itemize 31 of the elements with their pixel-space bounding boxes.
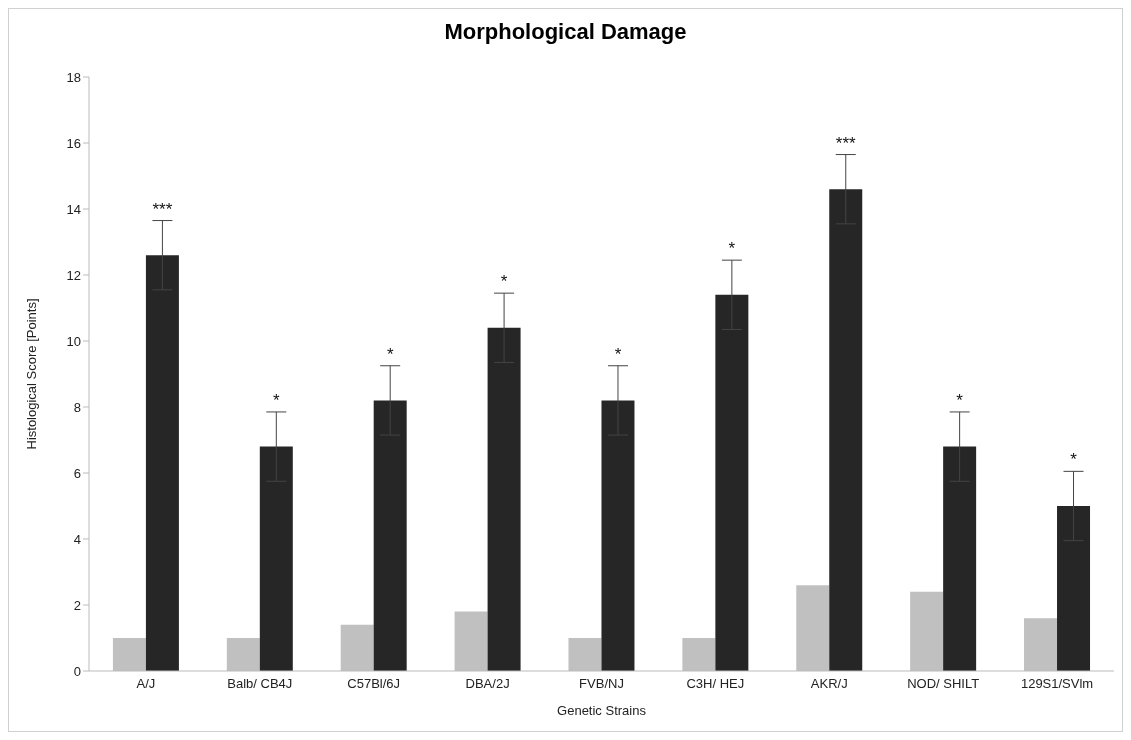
annotation: * [614, 344, 622, 364]
x-tick-label: Balb/ CB4J [227, 676, 293, 692]
y-tick-label: 16 [66, 135, 81, 151]
y-axis-title: Histological Score [Points] [23, 298, 39, 450]
x-tick-label: DBA/2J [465, 676, 510, 692]
x-tick-label: FVB/NJ [579, 676, 624, 692]
x-tick-label: NOD/ SHILT [907, 676, 980, 692]
x-tick-label: C3H/ HEJ [686, 676, 745, 692]
y-tick-label: 4 [73, 531, 81, 547]
x-tick-label: AKR/J [810, 676, 848, 692]
x-axis-title: Genetic Strains [557, 703, 647, 718]
y-tick-label: 12 [66, 267, 81, 283]
annotation: * [386, 344, 394, 364]
y-tick-label: 2 [73, 597, 81, 613]
annotation: * [1070, 450, 1078, 470]
x-tick-label: 129S1/SVlm [1020, 676, 1094, 692]
annotation: * [272, 390, 280, 410]
chart-title: Morphological Damage [443, 19, 688, 45]
y-tick-label: 0 [73, 663, 81, 679]
y-tick-label: 18 [66, 69, 81, 85]
y-tick-label: 10 [66, 333, 81, 349]
annotation: * [500, 272, 508, 292]
annotation: * [956, 390, 964, 410]
annotation: * [728, 239, 736, 259]
y-tick-label: 6 [73, 465, 81, 481]
x-tick-label: C57Bl/6J [347, 676, 401, 692]
annotation: *** [152, 199, 173, 219]
y-tick-label: 14 [66, 201, 81, 217]
x-tick-label: A/J [136, 676, 156, 692]
annotation: *** [835, 133, 857, 153]
y-tick-label: 8 [73, 399, 81, 415]
